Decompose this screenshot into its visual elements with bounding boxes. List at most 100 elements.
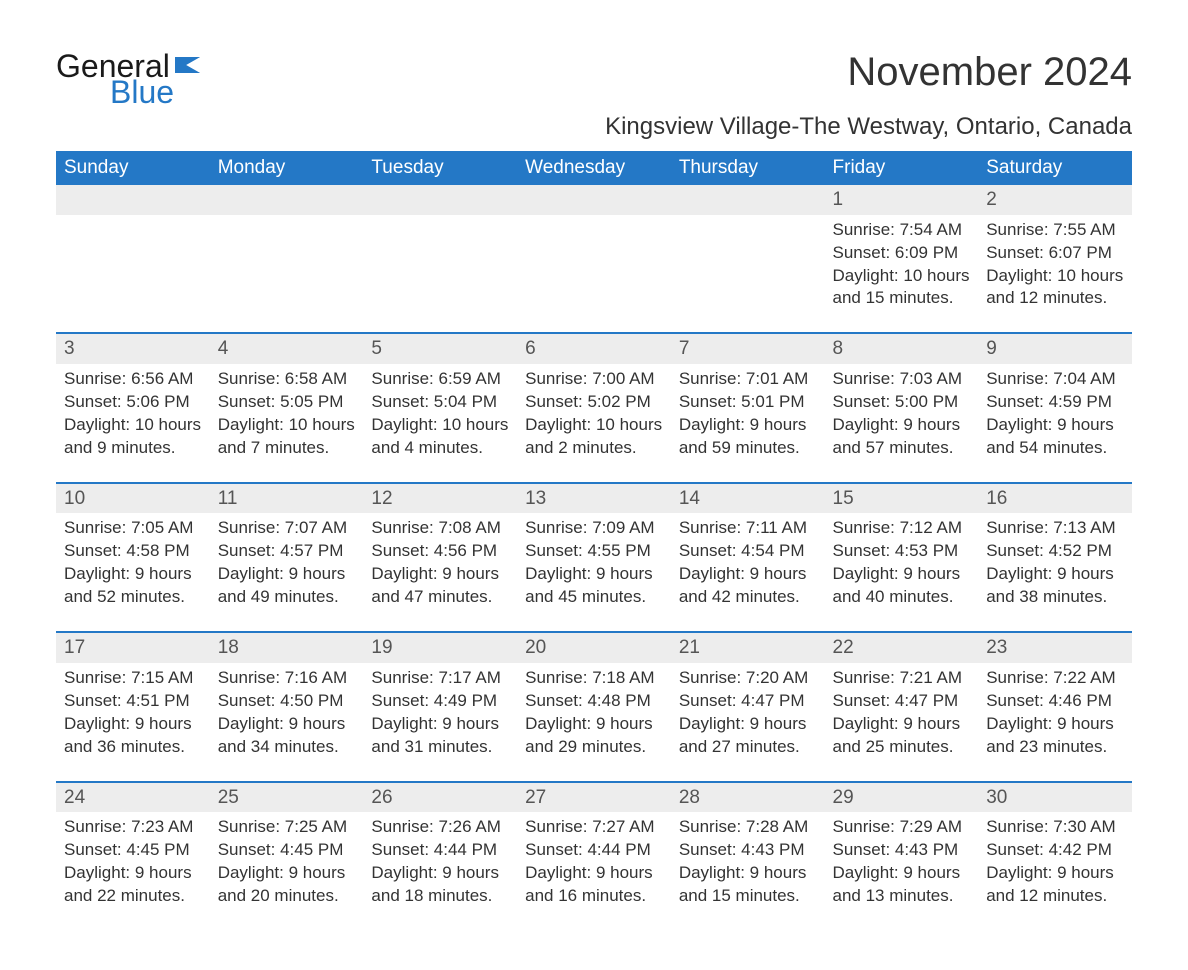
day-details: Sunrise: 7:20 AMSunset: 4:47 PMDaylight:… — [679, 667, 817, 759]
calendar-cell: 9Sunrise: 7:04 AMSunset: 4:59 PMDaylight… — [978, 333, 1132, 482]
calendar-cell: 25Sunrise: 7:25 AMSunset: 4:45 PMDayligh… — [210, 782, 364, 930]
day-details: Sunrise: 7:26 AMSunset: 4:44 PMDaylight:… — [371, 816, 509, 908]
daylight-line: Daylight: 9 hours and 57 minutes. — [833, 414, 971, 460]
calendar-cell: 28Sunrise: 7:28 AMSunset: 4:43 PMDayligh… — [671, 782, 825, 930]
daynum-bar-empty — [210, 185, 364, 215]
calendar-cell: 10Sunrise: 7:05 AMSunset: 4:58 PMDayligh… — [56, 483, 210, 632]
sunset-line: Sunset: 4:56 PM — [371, 540, 509, 563]
sunrise-line: Sunrise: 7:07 AM — [218, 517, 356, 540]
daynum-bar-empty — [517, 185, 671, 215]
weekday-header: Sunday — [56, 151, 210, 185]
daylight-line: Daylight: 9 hours and 15 minutes. — [679, 862, 817, 908]
daylight-line: Daylight: 9 hours and 34 minutes. — [218, 713, 356, 759]
day-details: Sunrise: 7:04 AMSunset: 4:59 PMDaylight:… — [986, 368, 1124, 460]
sunrise-line: Sunrise: 7:00 AM — [525, 368, 663, 391]
day-details: Sunrise: 7:00 AMSunset: 5:02 PMDaylight:… — [525, 368, 663, 460]
day-number: 18 — [210, 633, 364, 663]
sunset-line: Sunset: 5:00 PM — [833, 391, 971, 414]
sunset-line: Sunset: 4:44 PM — [371, 839, 509, 862]
calendar-cell: 29Sunrise: 7:29 AMSunset: 4:43 PMDayligh… — [825, 782, 979, 930]
day-number: 30 — [978, 783, 1132, 813]
sunrise-line: Sunrise: 7:04 AM — [986, 368, 1124, 391]
calendar-cell: 14Sunrise: 7:11 AMSunset: 4:54 PMDayligh… — [671, 483, 825, 632]
sunrise-line: Sunrise: 7:13 AM — [986, 517, 1124, 540]
sunrise-line: Sunrise: 7:15 AM — [64, 667, 202, 690]
day-number: 12 — [363, 484, 517, 514]
daylight-line: Daylight: 9 hours and 22 minutes. — [64, 862, 202, 908]
calendar-cell: 17Sunrise: 7:15 AMSunset: 4:51 PMDayligh… — [56, 632, 210, 781]
sunrise-line: Sunrise: 7:09 AM — [525, 517, 663, 540]
calendar-cell: 23Sunrise: 7:22 AMSunset: 4:46 PMDayligh… — [978, 632, 1132, 781]
logo: General Blue — [56, 50, 202, 108]
day-number: 19 — [363, 633, 517, 663]
sunrise-line: Sunrise: 7:05 AM — [64, 517, 202, 540]
day-details: Sunrise: 6:59 AMSunset: 5:04 PMDaylight:… — [371, 368, 509, 460]
sunset-line: Sunset: 4:50 PM — [218, 690, 356, 713]
daynum-bar-empty — [363, 185, 517, 215]
daylight-line: Daylight: 9 hours and 16 minutes. — [525, 862, 663, 908]
daylight-line: Daylight: 10 hours and 12 minutes. — [986, 265, 1124, 311]
day-details: Sunrise: 7:29 AMSunset: 4:43 PMDaylight:… — [833, 816, 971, 908]
sunset-line: Sunset: 4:51 PM — [64, 690, 202, 713]
day-number: 4 — [210, 334, 364, 364]
day-number: 28 — [671, 783, 825, 813]
daylight-line: Daylight: 10 hours and 4 minutes. — [371, 414, 509, 460]
sunrise-line: Sunrise: 7:18 AM — [525, 667, 663, 690]
sunset-line: Sunset: 4:45 PM — [64, 839, 202, 862]
sunset-line: Sunset: 4:42 PM — [986, 839, 1124, 862]
daylight-line: Daylight: 9 hours and 49 minutes. — [218, 563, 356, 609]
day-number: 24 — [56, 783, 210, 813]
calendar-cell: 22 Sunrise: 7:21 AMSunset: 4:47 PMDayligh… — [825, 632, 979, 781]
day-details: Sunrise: 7:07 AMSunset: 4:57 PMDaylight:… — [218, 517, 356, 609]
day-details: Sunrise: 7:15 AMSunset: 4:51 PMDaylight:… — [64, 667, 202, 759]
day-number: 25 — [210, 783, 364, 813]
day-number: 27 — [517, 783, 671, 813]
sunrise-line: Sunrise: 7:03 AM — [833, 368, 971, 391]
daylight-line: Daylight: 9 hours and 59 minutes. — [679, 414, 817, 460]
calendar-cell: 19Sunrise: 7:17 AMSunset: 4:49 PMDayligh… — [363, 632, 517, 781]
weekday-header: Friday — [825, 151, 979, 185]
daylight-line: Daylight: 9 hours and 36 minutes. — [64, 713, 202, 759]
day-number: 29 — [825, 783, 979, 813]
day-number: 13 — [517, 484, 671, 514]
location-text: Kingsview Village-The Westway, Ontario, … — [605, 113, 1132, 141]
calendar-week-row: 3Sunrise: 6:56 AMSunset: 5:06 PMDaylight… — [56, 333, 1132, 482]
sunset-line: Sunset: 4:43 PM — [679, 839, 817, 862]
sunset-line: Sunset: 4:58 PM — [64, 540, 202, 563]
day-number: 21 — [671, 633, 825, 663]
calendar-cell: 18Sunrise: 7:16 AMSunset: 4:50 PMDayligh… — [210, 632, 364, 781]
day-details: Sunrise: 7:23 AMSunset: 4:45 PMDaylight:… — [64, 816, 202, 908]
day-details: Sunrise: 7:21 AMSunset: 4:47 PMDaylight:… — [833, 667, 971, 759]
weekday-header: Thursday — [671, 151, 825, 185]
day-number: 26 — [363, 783, 517, 813]
sunset-line: Sunset: 4:46 PM — [986, 690, 1124, 713]
calendar-cell: 27 Sunrise: 7:27 AMSunset: 4:44 PMDayligh… — [517, 782, 671, 930]
sunrise-line: Sunrise: 7:27 AM — [525, 816, 663, 839]
day-details: Sunrise: 7:13 AMSunset: 4:52 PMDaylight:… — [986, 517, 1124, 609]
daylight-line: Daylight: 9 hours and 45 minutes. — [525, 563, 663, 609]
sunrise-line: Sunrise: 6:56 AM — [64, 368, 202, 391]
calendar-cell — [363, 185, 517, 333]
day-number: 3 — [56, 334, 210, 364]
header: General Blue November 2024 Kingsview Vil… — [56, 50, 1132, 141]
sunrise-line: Sunrise: 7:22 AM — [986, 667, 1124, 690]
day-details: Sunrise: 7:18 AMSunset: 4:48 PMDaylight:… — [525, 667, 663, 759]
day-number: 20 — [517, 633, 671, 663]
calendar-cell: 21 Sunrise: 7:20 AMSunset: 4:47 PMDayligh… — [671, 632, 825, 781]
daylight-line: Daylight: 9 hours and 40 minutes. — [833, 563, 971, 609]
daylight-line: Daylight: 9 hours and 20 minutes. — [218, 862, 356, 908]
calendar-cell: 3 Sunrise: 6:56 AMSunset: 5:06 PMDaylight… — [56, 333, 210, 482]
sunrise-line: Sunrise: 7:11 AM — [679, 517, 817, 540]
calendar-cell — [517, 185, 671, 333]
sunset-line: Sunset: 5:06 PM — [64, 391, 202, 414]
day-number: 2 — [978, 185, 1132, 215]
sunset-line: Sunset: 4:44 PM — [525, 839, 663, 862]
calendar-cell: 16Sunrise: 7:13 AMSunset: 4:52 PMDayligh… — [978, 483, 1132, 632]
day-details: Sunrise: 7:09 AMSunset: 4:55 PMDaylight:… — [525, 517, 663, 609]
sunset-line: Sunset: 4:54 PM — [679, 540, 817, 563]
day-details: Sunrise: 6:56 AMSunset: 5:06 PMDaylight:… — [64, 368, 202, 460]
sunset-line: Sunset: 4:47 PM — [679, 690, 817, 713]
day-number: 22 — [825, 633, 979, 663]
daylight-line: Daylight: 9 hours and 31 minutes. — [371, 713, 509, 759]
sunset-line: Sunset: 4:55 PM — [525, 540, 663, 563]
